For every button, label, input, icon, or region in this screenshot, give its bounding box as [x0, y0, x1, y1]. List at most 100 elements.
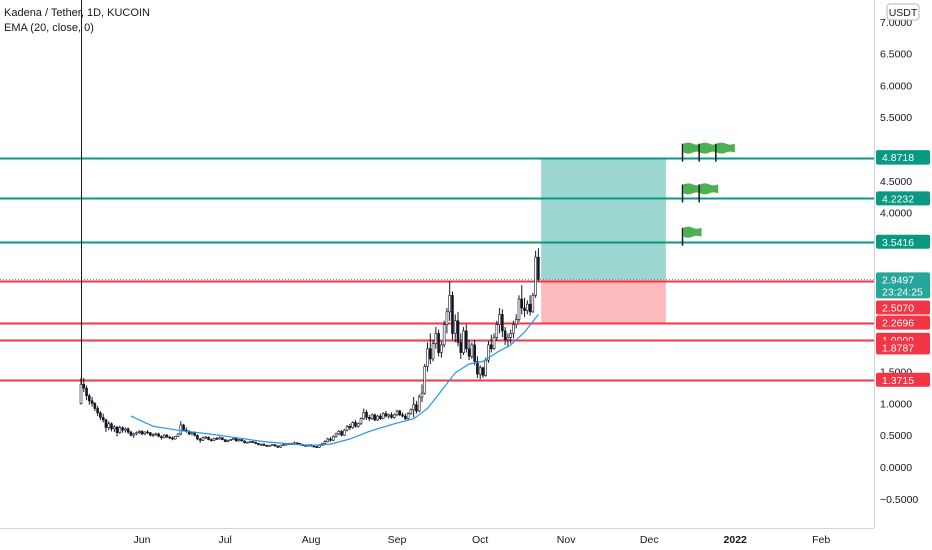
price-tag-bg	[876, 340, 930, 355]
candle-body	[434, 333, 438, 344]
candle-body	[107, 423, 111, 428]
candle-body	[398, 410, 402, 416]
time-tick-label: 2022	[724, 534, 748, 546]
candle-body	[79, 384, 83, 404]
candle	[437, 329, 440, 357]
candle	[135, 431, 138, 436]
price-tag-bg	[876, 300, 930, 315]
candle	[331, 435, 335, 441]
candle	[140, 430, 144, 436]
candle	[207, 436, 210, 441]
price-tag-bg	[876, 150, 930, 165]
candle-body	[318, 445, 321, 448]
candle	[517, 295, 521, 322]
candle	[514, 314, 518, 329]
candle-body	[196, 434, 199, 440]
candle	[279, 444, 282, 448]
candle-body	[207, 436, 210, 440]
candle	[392, 413, 396, 419]
level-price-tag: 1.3715	[876, 372, 930, 387]
ema-legend[interactable]: EMA (20, close, 0)	[4, 22, 94, 34]
candle	[240, 439, 244, 442]
candle	[481, 366, 485, 378]
chart-legend[interactable]: Kadena / Tether, 1D, KUCOIN EMA (20, clo…	[4, 6, 150, 36]
candle-body	[406, 413, 410, 419]
candle	[384, 411, 388, 418]
candle-body	[251, 441, 255, 443]
current-price-tag-bg	[876, 272, 930, 299]
candle-body	[445, 311, 449, 325]
flag-icon	[698, 142, 719, 162]
candle	[478, 365, 482, 380]
price-tag-text: 2.5070	[882, 303, 914, 315]
candle	[326, 437, 330, 443]
candle	[137, 430, 141, 434]
candle	[85, 385, 88, 401]
candle-body	[323, 441, 327, 444]
candle	[168, 435, 172, 440]
candle-body	[456, 320, 460, 343]
level-price-tag-bg	[876, 191, 930, 206]
price-tick-label: 6.0000	[880, 80, 912, 92]
price-tag: 4.8718	[876, 150, 930, 165]
candle-body	[340, 431, 343, 436]
candle	[118, 425, 122, 434]
candle	[412, 397, 415, 418]
flag-cloth	[700, 183, 719, 195]
candle	[415, 400, 418, 414]
candle	[257, 442, 260, 446]
horizontal-levels[interactable]	[0, 157, 874, 382]
flag-cloth	[700, 142, 719, 154]
candle	[237, 439, 241, 442]
flag-cloth	[683, 183, 702, 195]
candle-body	[276, 445, 280, 448]
candle-body	[459, 342, 463, 353]
long-position-tool[interactable]	[541, 157, 666, 323]
candle	[423, 363, 427, 395]
candle-body	[337, 431, 341, 435]
candle-body	[149, 432, 152, 436]
candle	[379, 413, 382, 420]
symbol-title[interactable]: Kadena / Tether, 1D, KUCOIN	[4, 7, 150, 19]
candle-body	[487, 344, 490, 361]
candle	[398, 409, 402, 417]
candle-body	[379, 415, 382, 419]
candle	[492, 333, 496, 350]
candle-body	[257, 443, 260, 446]
candle	[201, 436, 205, 441]
price-tag-text: 4.8718	[882, 152, 914, 164]
candle	[498, 308, 501, 334]
candle	[268, 444, 271, 447]
candle	[351, 421, 354, 429]
candle-body	[473, 344, 476, 362]
candle-body	[295, 442, 299, 445]
candle-body	[512, 324, 515, 334]
candle	[434, 327, 438, 349]
ema-line	[130, 314, 539, 447]
candle-body	[509, 333, 512, 338]
candle	[157, 432, 160, 438]
flag-markers[interactable]	[681, 142, 735, 246]
candle-body	[118, 427, 122, 433]
level-price-tag-bg	[876, 315, 930, 330]
candle	[121, 426, 124, 433]
candle-body	[85, 387, 88, 397]
candle-body	[343, 429, 346, 436]
candle-body	[534, 256, 537, 296]
flag-icon	[681, 183, 702, 203]
candle-body	[259, 443, 263, 446]
candle	[417, 394, 421, 413]
price-axis[interactable]: −0.50000.00000.50001.00001.50002.00002.5…	[874, 0, 919, 528]
candle-body	[201, 437, 205, 441]
candle	[101, 413, 105, 423]
candle-body	[476, 361, 479, 375]
candle-body	[523, 307, 526, 311]
candle	[234, 437, 238, 442]
candle	[82, 377, 86, 392]
time-axis[interactable]: Jun Jul Aug Sep Oct Nov Dec 2022 Feb	[0, 528, 874, 547]
candle	[270, 444, 274, 447]
flag-icon	[698, 183, 719, 203]
candle-body	[101, 417, 105, 421]
candle-body	[467, 348, 471, 357]
